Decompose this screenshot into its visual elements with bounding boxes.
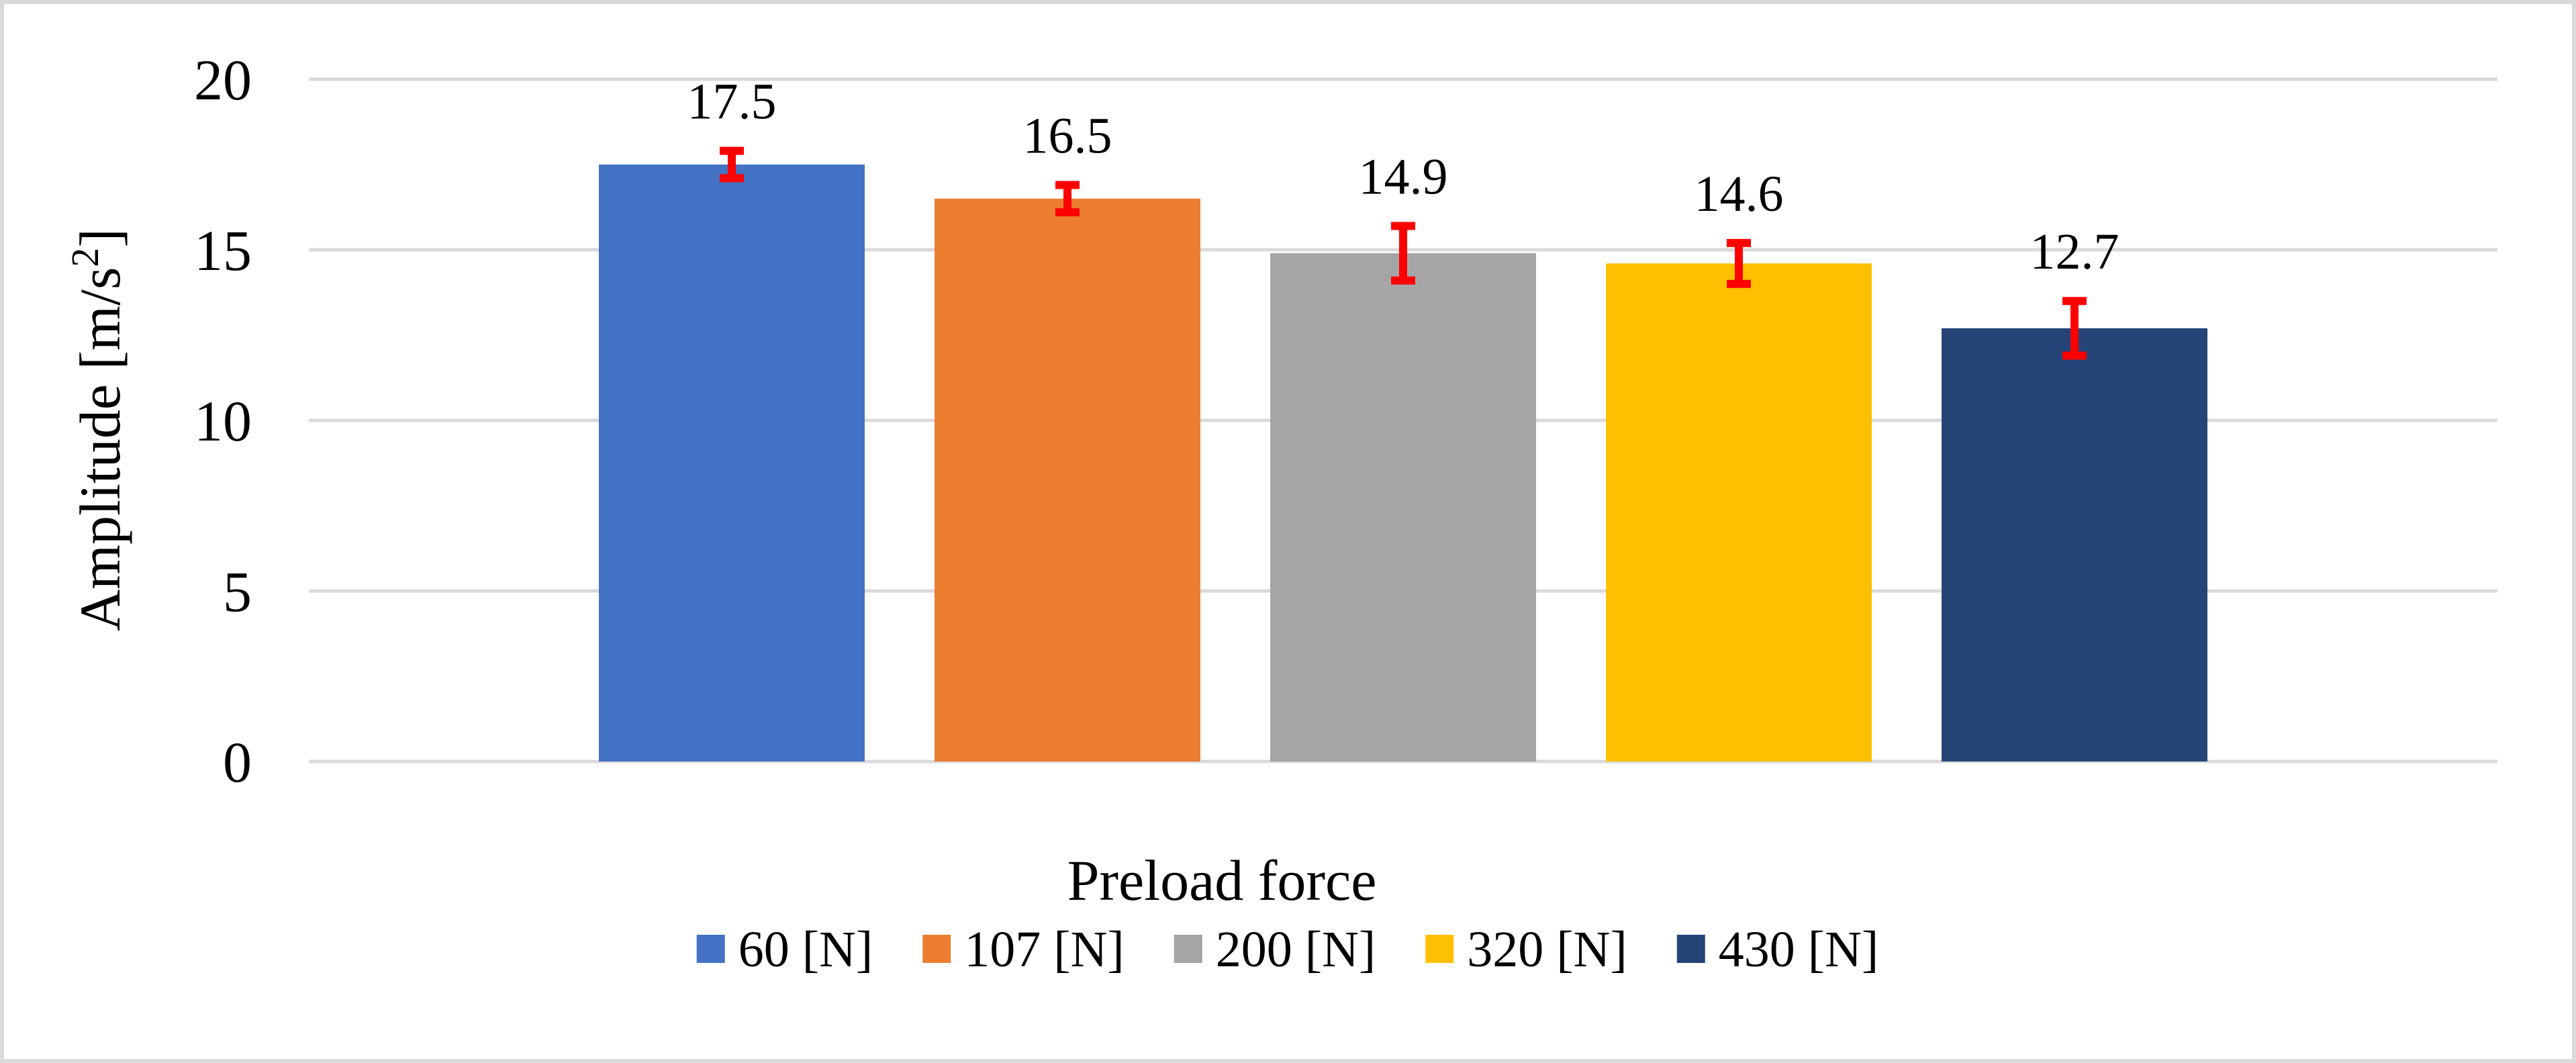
legend-item: 60 [N] bbox=[696, 921, 873, 978]
legend-swatch bbox=[922, 935, 951, 963]
y-tick-label: 20 bbox=[194, 48, 252, 112]
bar bbox=[1942, 328, 2207, 762]
legend-label: 200 [N] bbox=[1216, 921, 1376, 978]
data-label: 14.6 bbox=[1695, 166, 1784, 222]
y-axis-label-end: ] bbox=[68, 228, 132, 248]
y-axis-label-superscript: 2 bbox=[63, 248, 107, 267]
legend-swatch bbox=[1425, 935, 1454, 963]
y-axis-label: Amplitude [m/s2] bbox=[63, 228, 132, 631]
data-label: 14.9 bbox=[1359, 148, 1448, 205]
y-tick-label: 15 bbox=[194, 218, 252, 283]
legend-label: 320 [N] bbox=[1467, 921, 1627, 978]
error-bar bbox=[1727, 238, 1751, 288]
error-bar bbox=[2062, 297, 2087, 360]
legend-label: 430 [N] bbox=[1719, 921, 1879, 978]
error-bar bbox=[1055, 181, 1080, 217]
legend-item: 430 [N] bbox=[1676, 921, 1879, 978]
error-bar bbox=[720, 146, 744, 183]
x-axis-label: Preload force bbox=[1067, 848, 1377, 913]
bar bbox=[1270, 253, 1536, 762]
error-bars bbox=[720, 146, 2087, 360]
legend: 60 [N] 107 [N] 200 [N] 320 [N] 430 [N] bbox=[696, 921, 1879, 978]
legend-item: 320 [N] bbox=[1425, 921, 1627, 978]
data-label: 17.5 bbox=[687, 74, 777, 130]
y-tick-labels: 0 5 10 15 20 bbox=[194, 48, 252, 794]
legend-swatch bbox=[696, 935, 725, 963]
error-bar bbox=[1391, 222, 1415, 285]
legend-label: 60 [N] bbox=[738, 921, 873, 978]
data-label: 12.7 bbox=[2030, 224, 2119, 280]
legend-label: 107 [N] bbox=[964, 921, 1125, 978]
legend-swatch bbox=[1174, 935, 1202, 963]
y-tick-label: 0 bbox=[223, 730, 252, 794]
bars bbox=[599, 165, 2207, 762]
legend-item: 107 [N] bbox=[922, 921, 1125, 978]
bar bbox=[1606, 263, 1872, 761]
bar bbox=[935, 198, 1200, 761]
legend-item: 200 [N] bbox=[1174, 921, 1376, 978]
y-tick-label: 5 bbox=[223, 559, 252, 624]
y-tick-label: 10 bbox=[194, 389, 252, 453]
data-labels: 17.5 16.5 14.9 14.6 12.7 bbox=[687, 74, 2119, 281]
data-label: 16.5 bbox=[1023, 107, 1112, 164]
bar bbox=[599, 165, 865, 761]
legend-swatch bbox=[1676, 935, 1705, 963]
y-axis-label-main: Amplitude [m/s bbox=[68, 267, 132, 631]
